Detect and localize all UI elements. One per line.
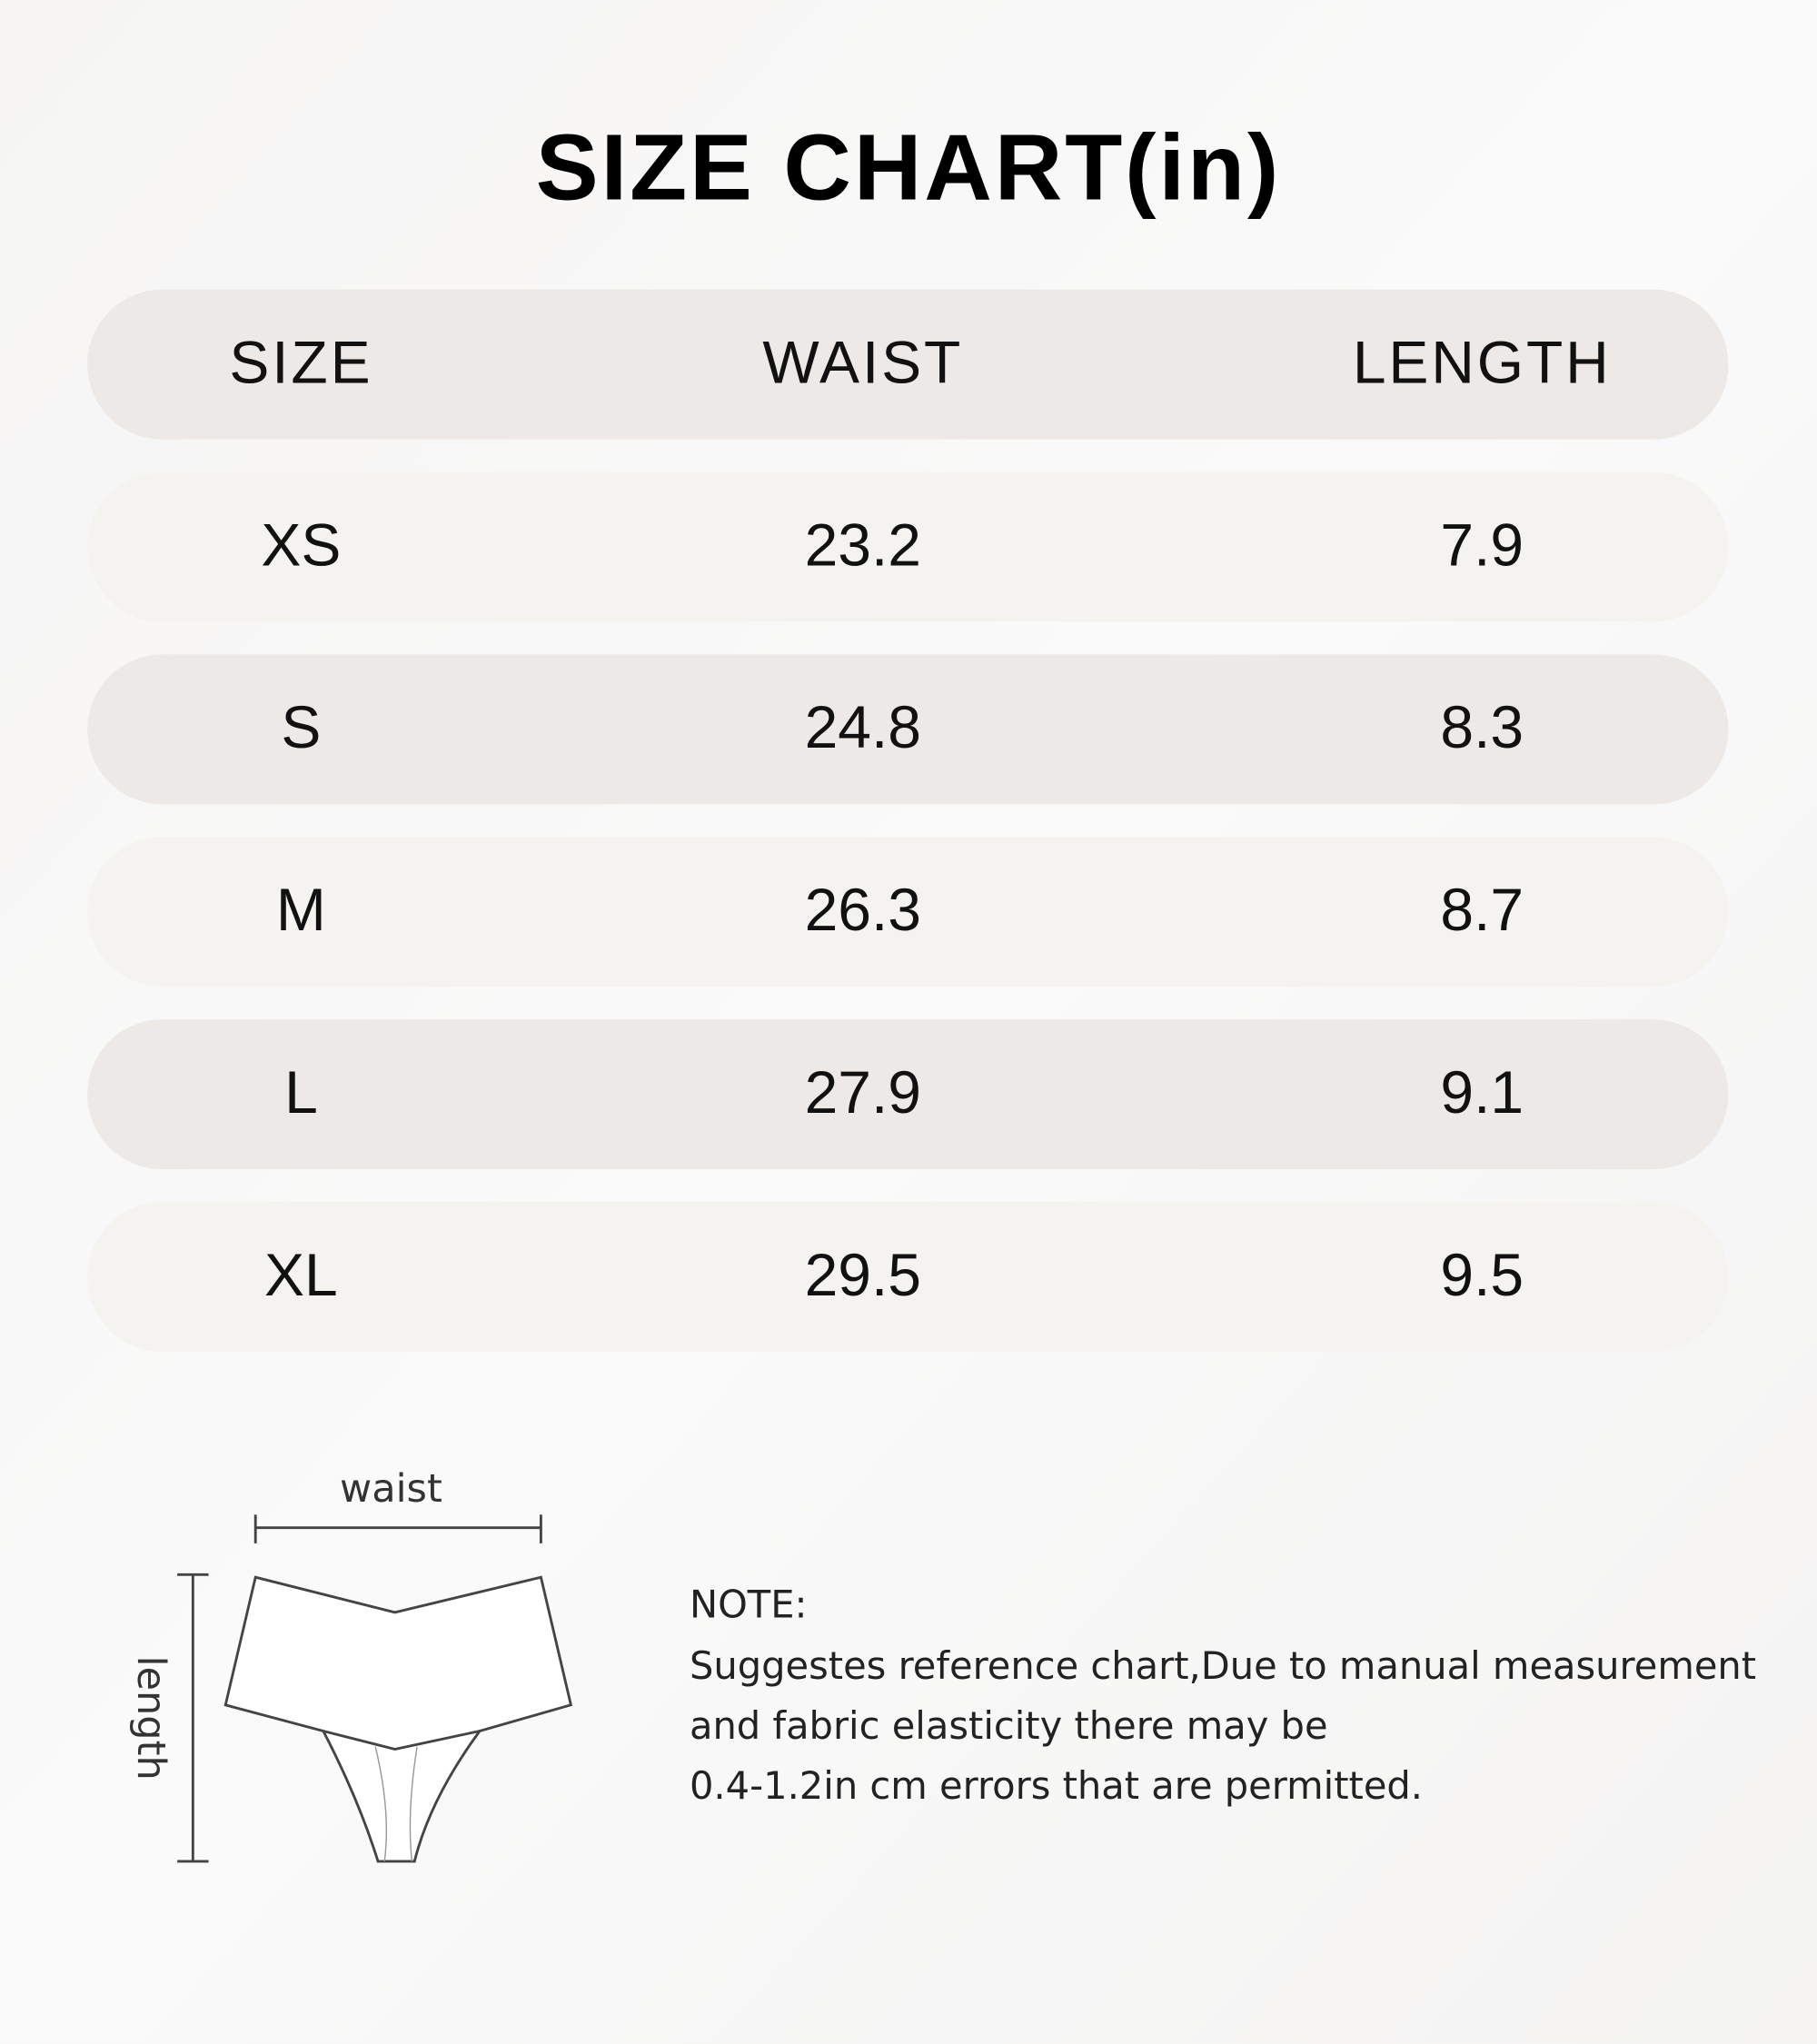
row-bg bbox=[87, 654, 1729, 805]
table-cell: S bbox=[281, 693, 321, 760]
table-cell: 23.2 bbox=[805, 511, 921, 578]
table-cell: 9.1 bbox=[1440, 1058, 1524, 1126]
garment-diagram bbox=[177, 1514, 573, 1863]
row-bg bbox=[87, 1201, 1729, 1352]
note-line: and fabric elasticity there may be bbox=[690, 1703, 1328, 1748]
table-cell: XL bbox=[264, 1241, 338, 1308]
garment-gusset bbox=[374, 1746, 418, 1862]
row-bg bbox=[87, 837, 1729, 987]
table-cell: 29.5 bbox=[805, 1241, 921, 1308]
note-line: 0.4-1.2in cm errors that are permitted. bbox=[690, 1763, 1423, 1808]
table-cell: XS bbox=[261, 511, 341, 578]
note-heading: NOTE: bbox=[690, 1583, 808, 1627]
title: SIZE CHART(in) bbox=[536, 114, 1281, 220]
header-cell: LENGTH bbox=[1353, 328, 1612, 395]
header-row-bg bbox=[87, 289, 1729, 440]
table-cell: M bbox=[276, 876, 326, 943]
size-table: SIZE WAIST LENGTH XS 23.2 7.9 S 24.8 8.3 M 26.3 8.7… bbox=[87, 289, 1729, 1352]
table-cell: L bbox=[284, 1058, 318, 1126]
table-cell: 8.7 bbox=[1440, 876, 1524, 943]
note-line: Suggestes reference chart,Due to manual … bbox=[690, 1643, 1756, 1688]
row-bg bbox=[87, 471, 1729, 622]
header-cell: WAIST bbox=[762, 328, 963, 395]
table-cell: 24.8 bbox=[805, 693, 921, 760]
header-cell: SIZE bbox=[229, 328, 372, 395]
waist-label: waist bbox=[340, 1466, 442, 1512]
table-cell: 8.3 bbox=[1440, 693, 1524, 760]
table-cell: 9.5 bbox=[1440, 1241, 1524, 1308]
table-cell: 26.3 bbox=[805, 876, 921, 943]
length-label: length bbox=[128, 1656, 174, 1781]
garment-outline bbox=[223, 1575, 573, 1863]
garment-seam bbox=[323, 1730, 481, 1751]
table-cell: 27.9 bbox=[805, 1058, 921, 1126]
row-bg bbox=[87, 1019, 1729, 1170]
table-cell: 7.9 bbox=[1440, 511, 1524, 578]
